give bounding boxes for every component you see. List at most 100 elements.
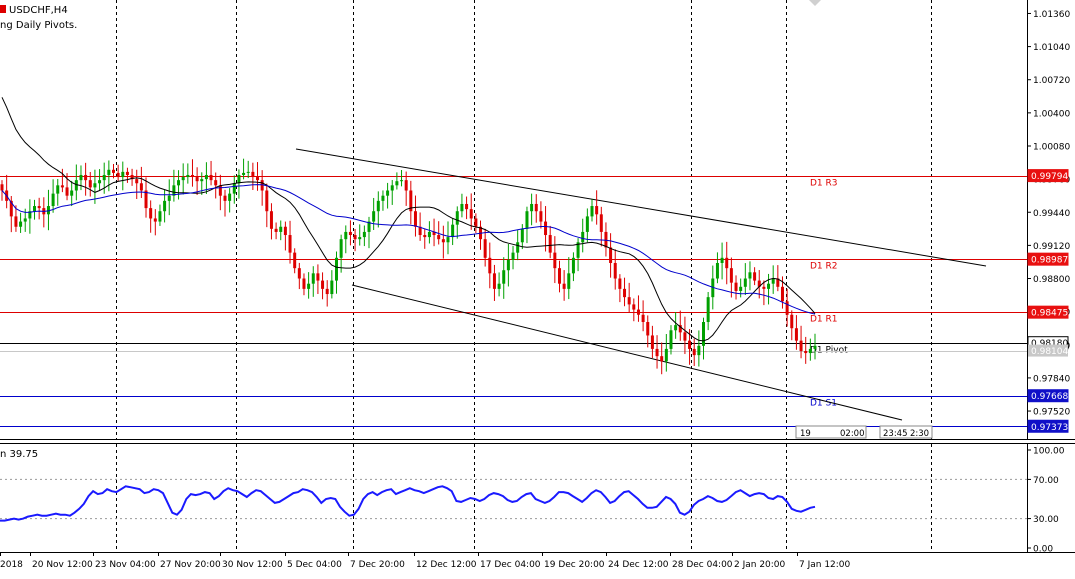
- candle-body[interactable]: [581, 231, 585, 243]
- candle-body[interactable]: [483, 239, 487, 258]
- candle-body[interactable]: [808, 348, 812, 354]
- candle-body[interactable]: [316, 273, 320, 281]
- candle-body[interactable]: [599, 214, 603, 232]
- candle-body[interactable]: [771, 278, 775, 284]
- candle-body[interactable]: [571, 257, 575, 274]
- candle-body[interactable]: [767, 283, 771, 289]
- candle-body[interactable]: [204, 174, 208, 180]
- candle-body[interactable]: [492, 273, 496, 289]
- candle-body[interactable]: [729, 268, 733, 283]
- candle-body[interactable]: [28, 211, 32, 219]
- candle-body[interactable]: [567, 273, 571, 289]
- candle-body[interactable]: [539, 211, 543, 222]
- candle-body[interactable]: [739, 286, 743, 291]
- candle-body[interactable]: [381, 195, 385, 201]
- candle-body[interactable]: [474, 218, 478, 227]
- candle-body[interactable]: [260, 180, 264, 191]
- candle-body[interactable]: [678, 325, 682, 333]
- candle-body[interactable]: [646, 322, 650, 336]
- candle-body[interactable]: [636, 309, 640, 315]
- candle-body[interactable]: [65, 187, 69, 196]
- candle-body[interactable]: [288, 235, 292, 253]
- candle-body[interactable]: [330, 280, 334, 295]
- candle-body[interactable]: [650, 335, 654, 349]
- candle-body[interactable]: [125, 171, 129, 175]
- candle-body[interactable]: [70, 190, 74, 196]
- candle-body[interactable]: [609, 247, 613, 263]
- candle-body[interactable]: [74, 180, 78, 191]
- candle-body[interactable]: [116, 172, 120, 178]
- candle-body[interactable]: [102, 174, 106, 181]
- candle-body[interactable]: [799, 340, 803, 351]
- candle-body[interactable]: [218, 185, 222, 196]
- candle-body[interactable]: [0, 184, 4, 191]
- candle-body[interactable]: [688, 340, 692, 349]
- candle-body[interactable]: [413, 211, 417, 227]
- candle-body[interactable]: [706, 297, 710, 323]
- candle-body[interactable]: [149, 208, 153, 219]
- candle-body[interactable]: [576, 242, 580, 258]
- candle-body[interactable]: [23, 218, 27, 222]
- chart-shift-icon[interactable]: [809, 0, 821, 6]
- candle-body[interactable]: [697, 345, 701, 356]
- candle-body[interactable]: [274, 228, 278, 232]
- candle-body[interactable]: [502, 270, 506, 284]
- candle-body[interactable]: [785, 301, 789, 315]
- candle-body[interactable]: [743, 278, 747, 287]
- candle-body[interactable]: [130, 174, 134, 180]
- candle-body[interactable]: [776, 278, 780, 287]
- candle-body[interactable]: [307, 283, 311, 289]
- candle-body[interactable]: [641, 314, 645, 323]
- candle-body[interactable]: [488, 257, 492, 274]
- candle-body[interactable]: [660, 356, 664, 362]
- candle-body[interactable]: [627, 297, 631, 305]
- candle-body[interactable]: [595, 206, 599, 215]
- candle-body[interactable]: [228, 193, 232, 201]
- candle-body[interactable]: [753, 272, 757, 281]
- candle-body[interactable]: [214, 180, 218, 186]
- candle-body[interactable]: [669, 330, 673, 349]
- candle-body[interactable]: [553, 252, 557, 269]
- candle-body[interactable]: [516, 242, 520, 253]
- candle-body[interactable]: [623, 288, 627, 298]
- candle-body[interactable]: [144, 190, 148, 209]
- candle-body[interactable]: [256, 177, 260, 181]
- candle-body[interactable]: [372, 211, 376, 222]
- candle-body[interactable]: [757, 280, 761, 287]
- candle-body[interactable]: [376, 200, 380, 212]
- candle-body[interactable]: [344, 231, 348, 240]
- candle-body[interactable]: [325, 288, 329, 295]
- candle-body[interactable]: [51, 193, 55, 207]
- candle-body[interactable]: [367, 221, 371, 232]
- candle-body[interactable]: [511, 252, 515, 260]
- candle-body[interactable]: [334, 257, 338, 281]
- candle-body[interactable]: [88, 180, 92, 188]
- lower-trendline[interactable]: [351, 284, 903, 421]
- candle-body[interactable]: [107, 169, 111, 175]
- candle-body[interactable]: [427, 231, 431, 238]
- candle-body[interactable]: [451, 224, 455, 238]
- candle-body[interactable]: [19, 221, 23, 227]
- candle-body[interactable]: [111, 169, 115, 173]
- candle-body[interactable]: [734, 282, 738, 291]
- candle-body[interactable]: [725, 257, 729, 269]
- candle-body[interactable]: [544, 221, 548, 236]
- candle-body[interactable]: [702, 322, 706, 346]
- candle-body[interactable]: [465, 203, 469, 210]
- candle-body[interactable]: [780, 286, 784, 302]
- candle-body[interactable]: [418, 226, 422, 236]
- candle-body[interactable]: [283, 226, 287, 236]
- candle-body[interactable]: [386, 190, 390, 196]
- candle-body[interactable]: [14, 216, 18, 227]
- candle-body[interactable]: [353, 235, 357, 240]
- candle-body[interactable]: [195, 177, 199, 182]
- candle-body[interactable]: [409, 190, 413, 212]
- candle-body[interactable]: [715, 262, 719, 279]
- candle-body[interactable]: [181, 177, 185, 181]
- candle-body[interactable]: [534, 203, 538, 212]
- candle-body[interactable]: [530, 203, 534, 212]
- candle-body[interactable]: [590, 206, 594, 217]
- candle-body[interactable]: [762, 286, 766, 289]
- candle-body[interactable]: [664, 348, 668, 362]
- candle-body[interactable]: [404, 180, 408, 191]
